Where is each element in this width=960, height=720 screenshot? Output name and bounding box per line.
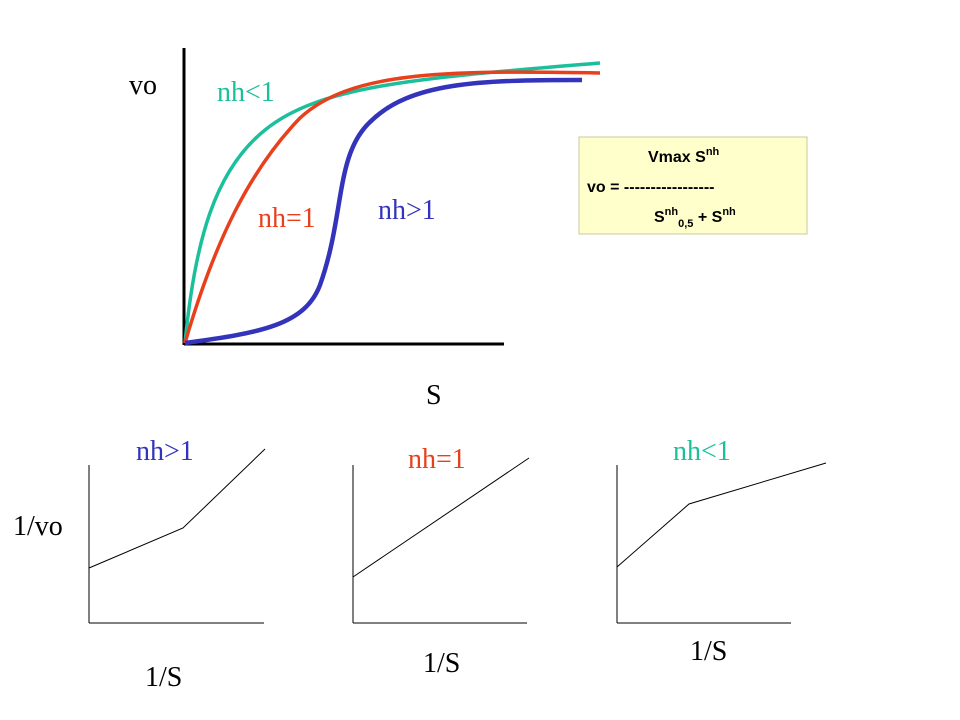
main-y-axis-label: vo	[129, 70, 157, 101]
curve-nh-eq1	[183, 70, 601, 344]
small-plot-xlabel-2: 1/S	[423, 648, 460, 679]
small-plot-nh-lt1: nh<1 1/S	[616, 436, 827, 667]
small-plot-line-nh-gt1	[88, 448, 266, 569]
small-plot-nh-gt1: nh>1 1/S	[88, 436, 266, 693]
small-plots-y-axis-label: 1/vo	[13, 511, 63, 542]
main-x-axis-label: S	[426, 380, 442, 411]
small-plot-line-nh-eq1	[352, 457, 530, 578]
formula-fraction-line: vo = -----------------	[587, 179, 714, 196]
label-nh-lt1: nh<1	[217, 77, 275, 108]
small-plot-title-nh-lt1: nh<1	[673, 436, 731, 467]
small-plot-line-nh-lt1	[616, 462, 827, 568]
small-plot-nh-eq1: nh=1 1/S	[352, 444, 530, 679]
label-nh-eq1: nh=1	[258, 203, 316, 234]
small-plot-title-nh-eq1: nh=1	[408, 444, 466, 475]
curve-nh-gt1	[184, 77, 583, 346]
formula-box: Vmax Snh vo = ----------------- Snh0,5 +…	[578, 136, 808, 235]
curve-nh-lt1	[183, 61, 601, 344]
formula-denominator: Snh0,5 + Snh	[654, 206, 736, 230]
small-plot-title-nh-gt1: nh>1	[136, 436, 194, 467]
formula-numerator: Vmax Snh	[648, 146, 720, 166]
label-nh-gt1: nh>1	[378, 195, 436, 226]
small-plot-xlabel-3: 1/S	[690, 636, 727, 667]
small-plot-xlabel-1: 1/S	[145, 662, 182, 693]
